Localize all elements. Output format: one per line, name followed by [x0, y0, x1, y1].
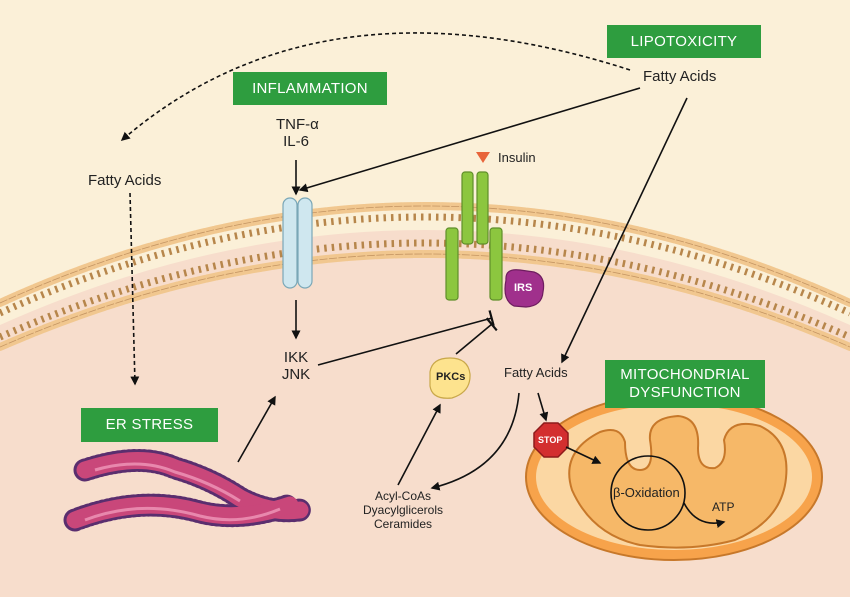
pkcs-label: PKCs: [436, 371, 466, 383]
tnf-alpha-label: TNF-α: [276, 116, 319, 133]
mito-label-line2: DYSFUNCTION: [629, 384, 741, 401]
mito-label-line1: MITOCHONDRIAL: [620, 366, 750, 383]
kinases: IKK JNK: [278, 349, 314, 384]
fatty-acids-top: Fatty Acids: [643, 68, 717, 85]
jnk-label: JNK: [281, 366, 311, 384]
mitochondrion: [525, 393, 823, 561]
endoplasmic-reticulum: [63, 449, 312, 532]
beta-oxidation-cycle: [610, 455, 686, 531]
stop-sign-icon: [533, 422, 569, 458]
insulin-receptor: [445, 171, 503, 301]
cell-membrane: [0, 202, 850, 351]
inflammation-label: INFLAMMATION: [233, 72, 387, 105]
er-stress-label: ER STRESS: [81, 408, 218, 442]
dyacylglicerols-label: Dyacylglicerols: [362, 502, 444, 517]
ceramides-label: Ceramides: [373, 516, 433, 531]
insulin-label: Insulin: [498, 150, 536, 165]
atp-label: ATP: [712, 500, 735, 514]
pkc-protein: [429, 357, 471, 399]
stop-label: STOP: [538, 435, 563, 445]
irs-label: IRS: [514, 282, 533, 294]
beta-oxidation-label: β-Oxidation: [613, 485, 680, 500]
il6-label: IL-6: [283, 133, 309, 151]
cytokines: TNF-α IL-6: [276, 116, 319, 151]
ikk-label: IKK: [283, 349, 309, 366]
pathway-arrows: [120, 32, 726, 529]
fatty-acids-center: Fatty Acids: [504, 365, 568, 380]
insulin-ligand: [476, 152, 490, 163]
lipid-metabolites: Acyl-CoAs Dyacylglicerols Ceramides: [352, 489, 454, 531]
irs-protein: [504, 269, 545, 308]
fatty-acids-left: Fatty Acids: [88, 172, 162, 189]
tnf-receptor: [282, 197, 313, 289]
lipotoxicity-label: LIPOTOXICITY: [607, 25, 761, 58]
acyl-coas-label: Acyl-CoAs: [374, 489, 431, 503]
mito-dysfunction-label: MITOCHONDRIAL DYSFUNCTION: [605, 360, 765, 408]
